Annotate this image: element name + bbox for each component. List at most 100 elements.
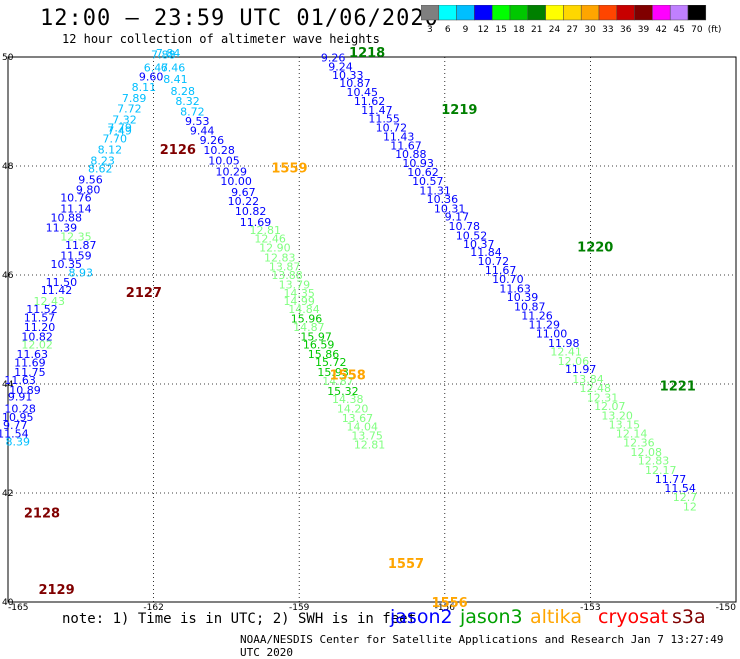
- wave-height-value: 12.17: [645, 464, 677, 477]
- lat-label: 44: [2, 380, 14, 390]
- wave-height-value: 6.47: [144, 62, 169, 75]
- wave-height-value: 11.57: [24, 311, 56, 324]
- wave-height-value: 10.37: [463, 238, 495, 251]
- wave-height-value: 12.83: [264, 251, 296, 264]
- wave-height-value: 11.62: [354, 95, 386, 108]
- wave-height-value: 10.57: [412, 175, 444, 188]
- wave-height-value: 14.99: [283, 295, 315, 308]
- legend-s3a: s3a: [672, 606, 706, 628]
- wave-height-value: 10.88: [395, 148, 427, 161]
- wave-height-value: 11.63: [4, 374, 36, 387]
- colorbar-label: 42: [656, 25, 667, 35]
- wave-height-value: 11.31: [419, 184, 451, 197]
- wave-height-value: 11.26: [521, 310, 553, 323]
- wave-height-value: 7.49: [107, 124, 132, 137]
- lon-label: -165: [8, 603, 28, 610]
- wave-height-value: 8.11: [132, 81, 157, 94]
- wave-height-value: 8.39: [5, 436, 30, 449]
- wave-height-value: 10.78: [448, 220, 480, 233]
- wave-height-value: 8.93: [69, 267, 94, 280]
- wave-height-value: 14.35: [283, 287, 315, 300]
- wave-height-value: 12.14: [616, 427, 648, 440]
- wave-height-value: 15.86: [308, 348, 340, 361]
- wave-height-value: 14.38: [332, 393, 364, 406]
- wave-height-value: 11.47: [361, 104, 393, 117]
- wave-height-value: 9.44: [190, 124, 215, 137]
- wave-height-value: 9.80: [76, 183, 101, 196]
- wave-height-value: 11.39: [46, 221, 78, 234]
- wave-height-value: 12.7: [673, 491, 698, 504]
- wave-height-value: 10.36: [427, 193, 459, 206]
- lon-label: -162: [143, 603, 163, 610]
- wave-height-value: 12.06: [558, 355, 590, 368]
- legend-jason2: jason2: [390, 606, 453, 628]
- colorbar-unit: (ft): [708, 25, 722, 35]
- colorbar-label: 70: [691, 25, 703, 35]
- lat-label: 48: [2, 162, 14, 172]
- wave-height-value: 12: [683, 500, 697, 513]
- wave-height-value: 11.97: [565, 363, 597, 376]
- track-time-label: 1219: [441, 103, 477, 118]
- wave-height-value: 13.84: [572, 373, 604, 386]
- wave-height-value: 10.28: [203, 144, 235, 157]
- wave-height-value: 14.87: [322, 375, 354, 388]
- wave-height-value: 7.32: [112, 113, 137, 126]
- wave-height-value: 6.46: [161, 62, 186, 75]
- wave-height-value: 7.84: [156, 47, 181, 60]
- lat-label: 40: [2, 598, 14, 608]
- lat-label: 42: [2, 489, 13, 499]
- wave-height-value: 9.67: [231, 186, 256, 199]
- wave-height-value: 11.42: [41, 284, 73, 297]
- colorbar-label: 15: [495, 25, 506, 35]
- wave-height-value: 12.81: [354, 438, 386, 451]
- wave-height-value: 12.07: [594, 400, 626, 413]
- wave-height-value: 10.29: [216, 165, 248, 178]
- wave-height-value: 9.53: [185, 115, 210, 128]
- colorbar-label: 3: [427, 25, 433, 35]
- track-time-label: 1556: [432, 596, 468, 610]
- wave-height-value: 13.20: [601, 409, 633, 422]
- wave-height-value: 11.69: [14, 357, 46, 370]
- wave-height-value: 11.87: [65, 239, 97, 252]
- lat-label: 46: [2, 271, 14, 281]
- wave-height-value: 12.02: [21, 339, 53, 352]
- colorbar-label: 24: [549, 25, 561, 35]
- wave-height-value: 11.84: [470, 246, 502, 259]
- wave-height-value: 10.87: [514, 300, 546, 313]
- wave-height-value: 14.20: [337, 402, 369, 415]
- colorbar-label: 12: [478, 25, 489, 35]
- colorbar-swatch: [687, 5, 707, 21]
- track-time-label: 1221: [660, 380, 696, 395]
- track-time-label: 2127: [126, 286, 162, 301]
- wave-height-value: 13.79: [279, 279, 311, 292]
- wave-height-value: 11.20: [24, 321, 56, 334]
- wave-height-value: 12.35: [60, 231, 92, 244]
- wave-height-value: 9.91: [8, 390, 33, 403]
- wave-height-value: 10.93: [402, 157, 434, 170]
- wave-height-value: 8.28: [170, 85, 195, 98]
- track-time-label: 2128: [24, 507, 60, 522]
- wave-height-value: 10.00: [220, 175, 252, 188]
- wave-height-value: 13.15: [609, 419, 641, 432]
- wave-height-value: 11.69: [240, 216, 272, 229]
- wave-height-value: 9.77: [3, 419, 28, 432]
- wave-height-value: 11.54: [0, 427, 29, 440]
- colorbar-label: 21: [531, 25, 542, 35]
- wave-height-value: 10.82: [21, 330, 53, 343]
- wave-height-value: 8.41: [163, 73, 188, 86]
- wave-height-value: 11.29: [529, 318, 561, 331]
- wave-height-value: 10.82: [235, 205, 267, 218]
- wave-height-value: 9.17: [445, 211, 470, 224]
- wave-height-value: 11.55: [368, 112, 400, 125]
- wave-height-value: 16.59: [303, 339, 335, 352]
- wave-height-value: 11.50: [46, 276, 78, 289]
- wave-height-value: 9.56: [78, 173, 103, 186]
- wave-height-map: 50 48 46 44 42 40-165 -162 -159 -156 -153 -150 7.84…: [0, 46, 737, 610]
- wave-height-value: 9.26: [321, 51, 346, 64]
- wave-height-value: 10.89: [9, 384, 41, 397]
- lon-label: -159: [289, 603, 310, 610]
- wave-height-value: 13.88: [271, 269, 303, 282]
- wave-height-value: 12.36: [623, 437, 655, 450]
- wave-height-value: 12.46: [254, 232, 286, 245]
- wave-height-value: 15.97: [300, 330, 332, 343]
